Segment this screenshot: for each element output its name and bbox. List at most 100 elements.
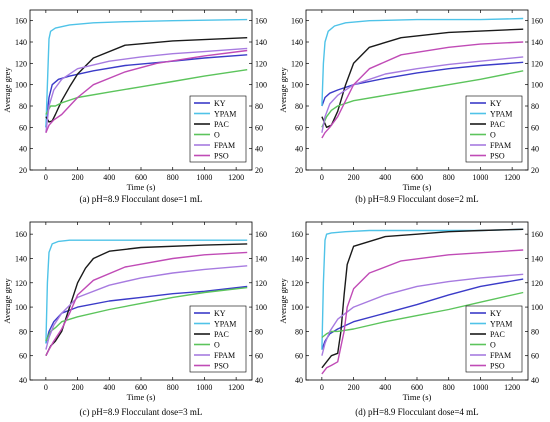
y-tick-label-right: 80 bbox=[255, 327, 263, 336]
y-tick-label-right: 120 bbox=[255, 279, 267, 288]
x-tick-label: 600 bbox=[411, 173, 423, 182]
y-tick-label-right: 20 bbox=[531, 166, 539, 175]
series-line-o bbox=[45, 69, 248, 115]
series-group bbox=[321, 17, 524, 139]
legend-label-pac: PAC bbox=[490, 330, 505, 339]
y-tick-label-right: 40 bbox=[255, 376, 263, 385]
legend-label-pso: PSO bbox=[214, 362, 229, 371]
y-tick-label-left: 40 bbox=[295, 376, 303, 385]
x-tick-label: 400 bbox=[103, 173, 115, 182]
series-line-pac bbox=[45, 37, 248, 123]
x-tick-label: 1200 bbox=[228, 173, 244, 182]
y-tick-label-right: 40 bbox=[531, 145, 539, 154]
y-tick-label-right: 60 bbox=[255, 123, 263, 132]
y-tick-label-left: 40 bbox=[19, 376, 27, 385]
series-line-ypam bbox=[321, 228, 524, 350]
x-tick-label: 600 bbox=[135, 173, 147, 182]
x-tick-label: 400 bbox=[379, 173, 391, 182]
x-tick-label: 400 bbox=[379, 383, 391, 392]
legend-label-o: O bbox=[490, 131, 496, 140]
legend-label-ky: KY bbox=[490, 99, 502, 108]
x-tick-label: 0 bbox=[320, 173, 324, 182]
x-tick-label: 200 bbox=[348, 383, 360, 392]
series-line-pac bbox=[321, 28, 524, 129]
legend-box bbox=[189, 95, 247, 163]
series-line-fpam bbox=[45, 265, 248, 350]
y-tick-label-right: 100 bbox=[255, 81, 267, 90]
y-tick-label-right: 80 bbox=[255, 102, 263, 111]
series-line-pac bbox=[45, 243, 248, 357]
legend-label-ypam: YPAM bbox=[214, 320, 236, 329]
y-tick-label-left: 60 bbox=[19, 123, 27, 132]
y-tick-label-right: 160 bbox=[255, 230, 267, 239]
y-tick-label-left: 60 bbox=[295, 352, 303, 361]
legend-label-pac: PAC bbox=[490, 120, 505, 129]
series-line-ky bbox=[45, 54, 248, 128]
legend-box bbox=[465, 305, 523, 373]
series-line-fpam bbox=[45, 47, 248, 133]
series-line-ky bbox=[321, 61, 524, 107]
y-tick-label-left: 40 bbox=[295, 145, 303, 154]
legend-label-fpam: FPAM bbox=[214, 351, 235, 360]
x-tick-label: 200 bbox=[72, 173, 84, 182]
x-tick-label: 0 bbox=[320, 383, 324, 392]
x-tick-label: 0 bbox=[44, 383, 48, 392]
y-tick-label-left: 120 bbox=[15, 279, 27, 288]
y-tick-label-right: 120 bbox=[255, 59, 267, 68]
y-tick-label-right: 60 bbox=[255, 352, 263, 361]
y-tick-label-right: 100 bbox=[255, 303, 267, 312]
y-tick-label-left: 120 bbox=[291, 279, 303, 288]
x-tick-label: 600 bbox=[135, 383, 147, 392]
x-axis-label: Time (s) bbox=[127, 182, 156, 192]
chart-panel-0: 20 20 40 40 60 60 80 80 100 100 120 120 140 140 160 160… bbox=[2, 9, 267, 204]
y-tick-label-left: 100 bbox=[291, 81, 303, 90]
x-tick-label: 800 bbox=[167, 173, 179, 182]
x-tick-label: 1200 bbox=[504, 173, 520, 182]
legend-label-pso: PSO bbox=[490, 362, 505, 371]
y-tick-label-right: 60 bbox=[531, 123, 539, 132]
y-tick-label-left: 120 bbox=[291, 59, 303, 68]
y-axis-label: Average grey bbox=[278, 67, 288, 113]
y-tick-label-left: 20 bbox=[19, 166, 27, 175]
legend-label-fpam: FPAM bbox=[490, 141, 511, 150]
series-line-pso bbox=[45, 49, 248, 133]
series-line-ypam bbox=[45, 239, 248, 344]
y-tick-label-right: 80 bbox=[531, 102, 539, 111]
legend-box bbox=[189, 305, 247, 373]
legend-label-ky: KY bbox=[214, 99, 226, 108]
y-tick-label-right: 120 bbox=[531, 59, 543, 68]
series-line-fpam bbox=[321, 56, 524, 133]
x-tick-label: 800 bbox=[443, 173, 455, 182]
series-line-ky bbox=[45, 285, 248, 344]
y-tick-label-left: 80 bbox=[19, 102, 27, 111]
x-axis-label: Time (s) bbox=[403, 182, 432, 192]
series-line-pso bbox=[321, 41, 524, 139]
x-tick-label: 1000 bbox=[472, 383, 488, 392]
series-line-o bbox=[45, 286, 248, 342]
series-line-ypam bbox=[45, 18, 248, 128]
series-line-pso bbox=[45, 251, 248, 357]
panel-caption: (a) pH=8.9 Flocculant dose=1 mL bbox=[80, 194, 203, 204]
legend-label-pac: PAC bbox=[214, 330, 229, 339]
chart-panel-2: 40 40 60 60 80 80 100 100 120 120 140 140 160 160 0 200… bbox=[2, 221, 267, 417]
chart-panel-1: 20 20 40 40 60 60 80 80 100 100 120 120 140 140 160 160… bbox=[278, 9, 543, 204]
legend-box bbox=[465, 95, 523, 163]
x-tick-label: 1000 bbox=[196, 383, 212, 392]
panel-caption: (c) pH=8.9 Flocculant dose=3 mL bbox=[80, 407, 203, 417]
x-axis-label: Time (s) bbox=[403, 392, 432, 402]
series-line-ypam bbox=[321, 17, 524, 107]
y-tick-label-left: 20 bbox=[295, 166, 303, 175]
y-tick-label-left: 100 bbox=[291, 303, 303, 312]
y-tick-label-right: 160 bbox=[255, 17, 267, 26]
y-tick-label-right: 20 bbox=[255, 166, 263, 175]
x-tick-label: 1000 bbox=[472, 173, 488, 182]
legend-label-o: O bbox=[214, 341, 220, 350]
x-tick-label: 1200 bbox=[228, 383, 244, 392]
y-tick-label-right: 160 bbox=[531, 17, 543, 26]
y-tick-label-left: 140 bbox=[291, 254, 303, 263]
y-tick-label-left: 120 bbox=[15, 59, 27, 68]
x-tick-label: 600 bbox=[411, 383, 423, 392]
y-tick-label-right: 140 bbox=[255, 38, 267, 47]
